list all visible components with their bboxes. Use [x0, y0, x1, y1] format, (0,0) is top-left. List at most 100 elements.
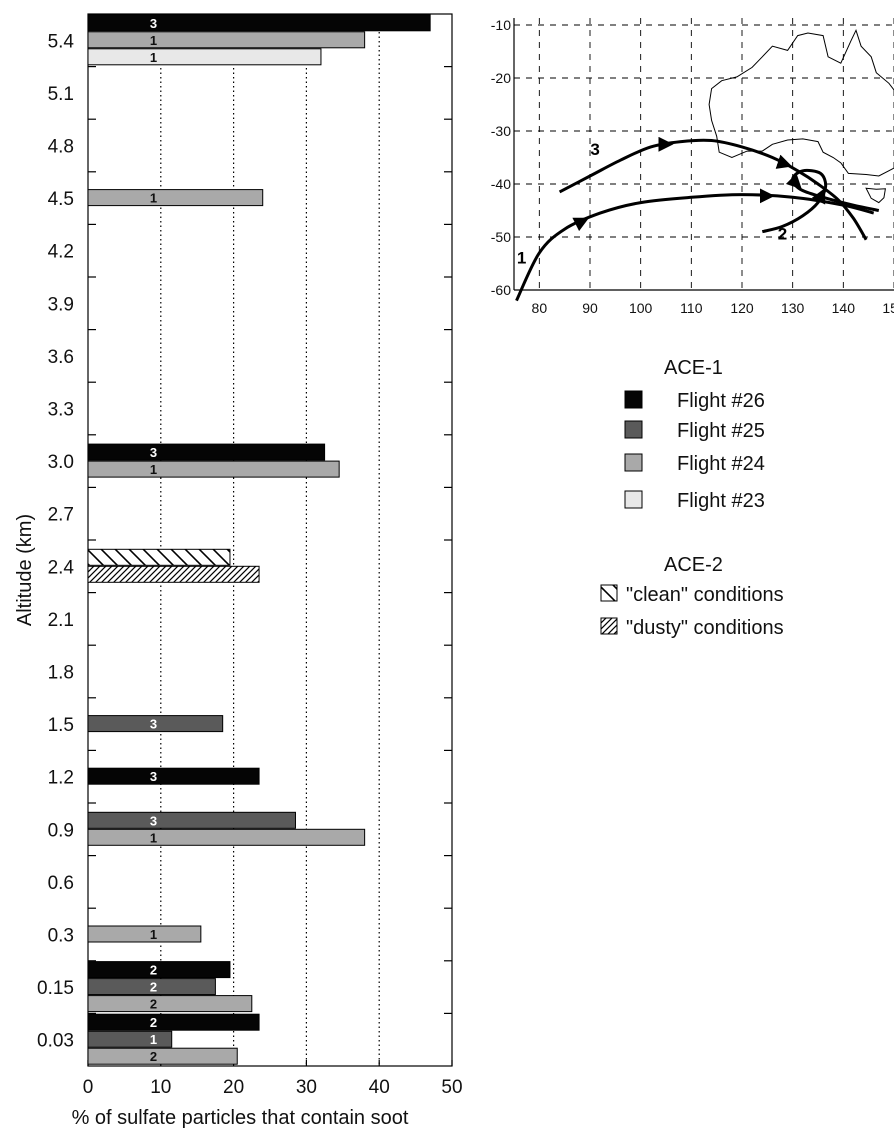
y-axis-label: Altitude (km): [14, 514, 36, 626]
bar: [87, 715, 224, 733]
trajectory-line: [558, 138, 868, 241]
legend-swatch: [624, 390, 643, 409]
bar-label: 2: [150, 997, 157, 1012]
y-tick-label: 2.1: [48, 610, 74, 631]
bar: [87, 925, 202, 943]
bar-label: 3: [150, 445, 157, 460]
bar-label: 1: [150, 462, 157, 477]
x-tick-label: 0: [83, 1077, 94, 1098]
trajectory-line: [515, 193, 875, 302]
y-tick-label: 0.9: [48, 820, 74, 841]
bar: [87, 1047, 238, 1065]
bar: [87, 565, 260, 583]
x-tick-label: 50: [441, 1077, 462, 1098]
trajectory-map: -10 -20 -30 -40 -50 -60 80 90 100 110 120 130 140 150…: [491, 17, 894, 316]
bar-label: 2: [150, 1049, 157, 1064]
bar-label: 1: [150, 33, 157, 48]
trajectory-label: 2: [778, 225, 787, 244]
y-tick-label: 3.0: [48, 452, 74, 473]
legend-swatch: [624, 420, 643, 439]
legend-label: Flight #26: [677, 390, 765, 412]
tasmania-outline: [865, 187, 886, 204]
bar-label: 1: [150, 50, 157, 65]
legend: ACE-1 Flight #26 Flight #25 Flight #24 Fligh…: [600, 357, 784, 639]
legend-swatch: [624, 453, 643, 472]
map-y-tick-label: -60: [491, 282, 511, 298]
australia-outline: [708, 28, 894, 177]
y-tick-label: 0.3: [48, 926, 74, 947]
y-tick-label: 1.2: [48, 768, 74, 789]
map-x-tick-label: 110: [680, 300, 703, 316]
y-tick-label: 1.8: [48, 663, 74, 684]
bar-label: 1: [150, 1032, 157, 1047]
bar: [87, 811, 296, 829]
bar: [87, 978, 216, 996]
bar-label: 1: [150, 830, 157, 845]
bar: [87, 995, 253, 1013]
y-tick-label: 0.03: [37, 1031, 74, 1052]
map-x-tick-label: 140: [832, 300, 856, 316]
bar-label: 3: [150, 769, 157, 784]
map-x-tick-label: 130: [781, 300, 805, 316]
bar: [87, 1030, 173, 1048]
bar-label: 3: [150, 813, 157, 828]
y-tick-label: 2.7: [48, 505, 74, 526]
y-tick-label: 1.5: [48, 715, 74, 736]
y-tick-label: 4.2: [48, 242, 74, 263]
trajectory-label: 3: [590, 140, 599, 159]
bar: [87, 961, 231, 979]
trajectory-line: [761, 168, 880, 234]
bar: [87, 767, 260, 785]
y-tick-label: 4.8: [48, 137, 74, 158]
y-tick-label: 3.9: [48, 294, 74, 315]
trajectory-label: 1: [517, 249, 526, 268]
map-x-tick-label: 100: [629, 300, 653, 316]
bar: [87, 31, 366, 49]
bar: [87, 189, 264, 207]
map-y-tick-label: -40: [491, 176, 511, 192]
bar-label: 2: [150, 1015, 157, 1030]
y-tick-label: 3.6: [48, 347, 74, 368]
x-tick-label: 30: [296, 1077, 317, 1098]
y-tick-label: 5.4: [48, 31, 75, 52]
map-x-tick-label: 150: [882, 300, 894, 316]
bar: [87, 548, 231, 566]
legend-title-ace1: ACE-1: [664, 357, 723, 379]
x-tick-label: 10: [150, 1077, 171, 1098]
x-tick-label: 40: [369, 1077, 390, 1098]
legend-label: Flight #25: [677, 420, 765, 442]
legend-label: "clean" conditions: [626, 584, 784, 606]
bar: [87, 1013, 260, 1031]
bar-label: 1: [150, 191, 157, 206]
x-tick-label: 20: [223, 1077, 244, 1098]
bar-label: 2: [150, 963, 157, 978]
x-axis-label: % of sulfate particles that contain soot: [72, 1107, 409, 1129]
bar-label: 1: [150, 927, 157, 942]
plot-frame: [87, 13, 453, 1067]
y-tick-label: 0.15: [37, 978, 74, 999]
map-y-tick-label: -20: [491, 70, 511, 86]
legend-title-ace2: ACE-2: [664, 554, 723, 576]
legend-label: "dusty" conditions: [626, 617, 784, 639]
y-tick-label: 5.1: [48, 84, 74, 105]
bar-label: 3: [150, 16, 157, 31]
bar: [87, 443, 326, 461]
soot-bar-chart: 5.4 5.1 4.8 4.5 4.2 3.9 3.6 3.3 3.0 2.7 2.4 2.1 1.8 1…: [14, 13, 463, 1129]
legend-label: Flight #23: [677, 490, 765, 512]
legend-swatch: [600, 617, 618, 635]
bar: [87, 828, 366, 846]
y-tick-label: 4.5: [48, 189, 74, 210]
map-x-tick-label: 120: [730, 300, 754, 316]
bar: [87, 14, 431, 32]
map-x-tick-label: 90: [582, 300, 598, 316]
legend-swatch: [624, 490, 643, 509]
y-tick-label: 3.3: [48, 400, 74, 421]
bar-label: 2: [150, 980, 157, 995]
bar: [87, 48, 322, 66]
map-x-tick-label: 80: [532, 300, 548, 316]
legend-swatch: [600, 584, 618, 602]
map-y-tick-label: -30: [491, 123, 511, 139]
map-y-tick-label: -10: [491, 17, 511, 33]
map-y-tick-label: -50: [491, 229, 511, 245]
